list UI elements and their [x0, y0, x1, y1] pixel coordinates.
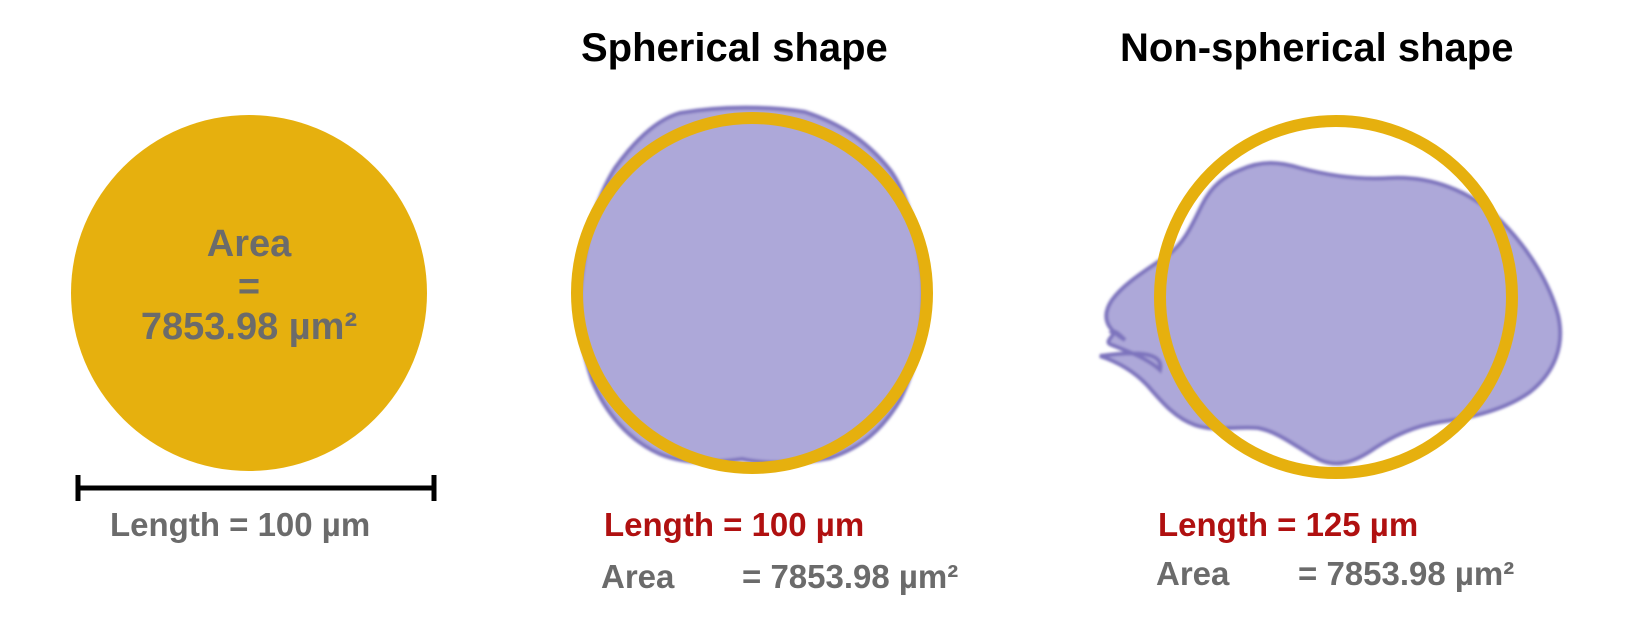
- nonspherical-area-word: Area: [1156, 555, 1230, 592]
- nonspherical-title: Non-spherical shape: [1120, 26, 1514, 70]
- spherical-title: Spherical shape: [581, 26, 888, 70]
- reference-circle: [71, 115, 427, 471]
- reference-area-value: 7853.98 µm²: [140, 306, 358, 348]
- reference-length-label: Length = 100 µm: [110, 506, 371, 543]
- spherical-area-word: Area: [601, 558, 675, 595]
- spherical-outline-circle: [571, 112, 933, 474]
- scale-bar: [75, 475, 437, 501]
- spherical-area-value: = 7853.98 µm²: [742, 558, 959, 595]
- nonspherical-outline-circle: [1154, 115, 1518, 479]
- reference-equals: =: [237, 266, 261, 308]
- nonspherical-length-label: Length = 125 µm: [1158, 506, 1419, 543]
- reference-area-word: Area: [206, 223, 292, 265]
- spherical-length-label: Length = 100 µm: [604, 506, 865, 543]
- nonspherical-area-value: = 7853.98 µm²: [1298, 555, 1515, 592]
